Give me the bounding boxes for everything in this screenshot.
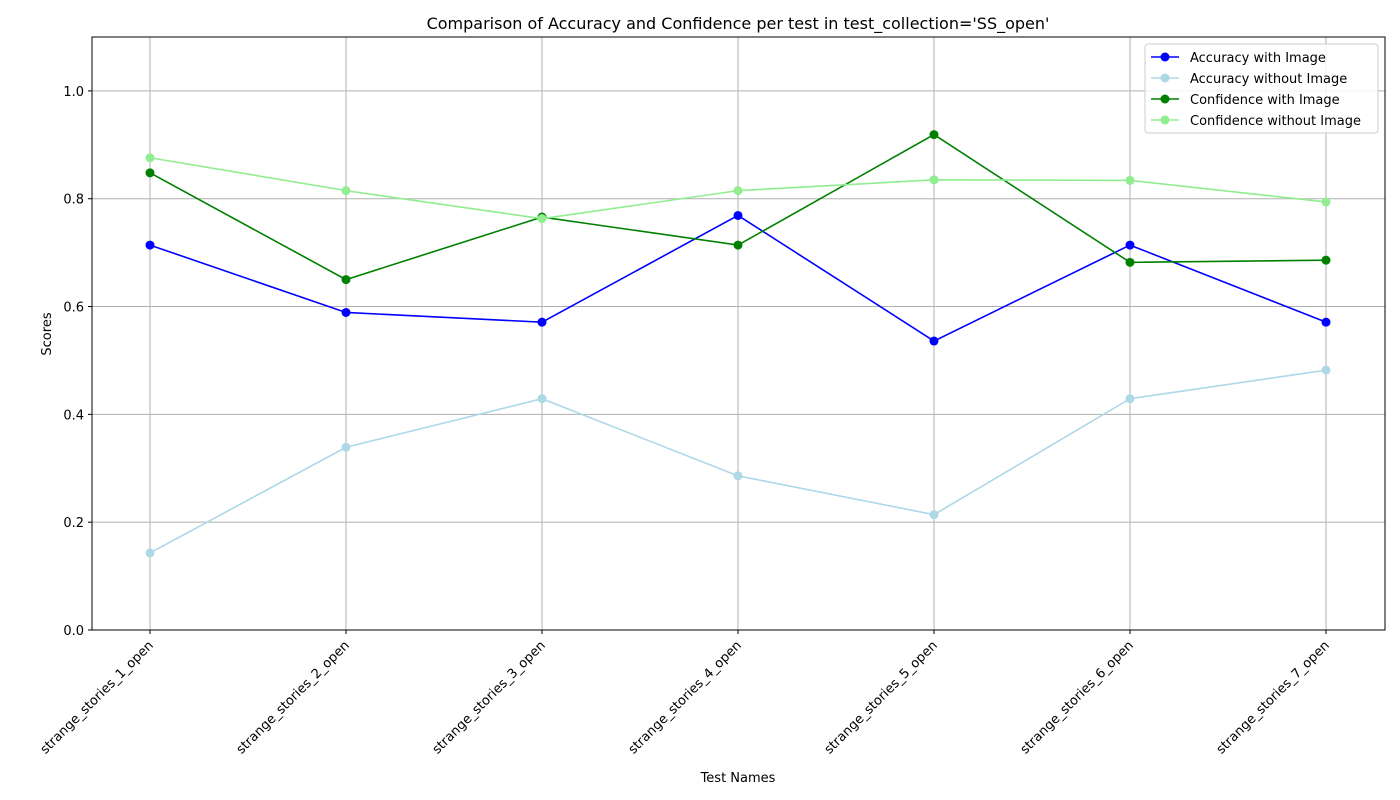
legend-label: Accuracy with Image	[1190, 51, 1326, 66]
x-tick-label: strange_stories_1_open	[38, 638, 157, 757]
y-tick-label: 0.8	[63, 193, 84, 208]
series-4	[145, 153, 1331, 224]
y-tick-label: 1.0	[63, 85, 84, 100]
legend-item: Confidence without Image	[1151, 114, 1361, 129]
data-point	[1321, 365, 1331, 375]
legend-label: Confidence with Image	[1190, 93, 1340, 108]
data-point	[537, 317, 547, 327]
data-point	[341, 186, 351, 196]
x-axis-label: Test Names	[700, 771, 776, 786]
data-point	[1321, 317, 1331, 327]
data-point	[733, 240, 743, 250]
legend-marker	[1160, 52, 1170, 62]
legend-box	[1144, 43, 1379, 134]
x-tick-label: strange_stories_3_open	[430, 638, 549, 757]
legend-label: Accuracy without Image	[1190, 72, 1347, 87]
legend-marker	[1160, 115, 1170, 125]
data-point	[733, 471, 743, 481]
chart-title: Comparison of Accuracy and Confidence pe…	[427, 14, 1050, 34]
data-point	[341, 442, 351, 452]
y-tick-label: 0.4	[63, 408, 84, 423]
data-point	[341, 307, 351, 317]
x-tick-label: strange_stories_4_open	[626, 638, 745, 757]
series-3	[145, 130, 1331, 285]
legend-item: Accuracy without Image	[1151, 72, 1347, 87]
data-point	[1125, 394, 1135, 404]
data-point	[1125, 175, 1135, 185]
data-point	[145, 168, 155, 178]
series-group	[145, 130, 1331, 558]
data-point	[1321, 197, 1331, 207]
y-tick-label: 0.0	[63, 624, 84, 639]
legend-label: Confidence without Image	[1190, 114, 1361, 129]
x-tick-label: strange_stories_5_open	[822, 638, 941, 757]
data-point	[341, 275, 351, 285]
data-point	[929, 175, 939, 185]
legend: Accuracy with Image Accuracy without Imag…	[1144, 43, 1379, 134]
data-point	[1125, 240, 1135, 250]
data-point	[929, 510, 939, 520]
axes: strange_stories_1_open strange_stories_2_…	[38, 36, 1386, 757]
y-tick-label: 0.2	[63, 516, 84, 531]
data-point	[537, 214, 547, 224]
series-2	[145, 365, 1331, 558]
data-point	[145, 153, 155, 163]
data-point	[733, 186, 743, 196]
legend-marker	[1160, 94, 1170, 104]
data-point	[145, 548, 155, 558]
plot-frame	[91, 36, 1386, 631]
series-1	[145, 210, 1331, 346]
legend-item: Confidence with Image	[1151, 93, 1340, 108]
y-axis-label: Scores	[40, 312, 55, 355]
x-tick-label: strange_stories_2_open	[234, 638, 353, 757]
data-point	[537, 394, 547, 404]
data-point	[145, 240, 155, 250]
x-tick-label: strange_stories_6_open	[1018, 638, 1137, 757]
y-tick-label: 0.6	[63, 301, 84, 316]
x-tick-label: strange_stories_7_open	[1214, 638, 1333, 757]
data-point	[929, 336, 939, 346]
data-point	[1125, 257, 1135, 267]
data-point	[1321, 255, 1331, 265]
data-point	[929, 130, 939, 140]
legend-marker	[1160, 73, 1170, 83]
legend-item: Accuracy with Image	[1151, 51, 1326, 66]
data-point	[733, 210, 743, 220]
